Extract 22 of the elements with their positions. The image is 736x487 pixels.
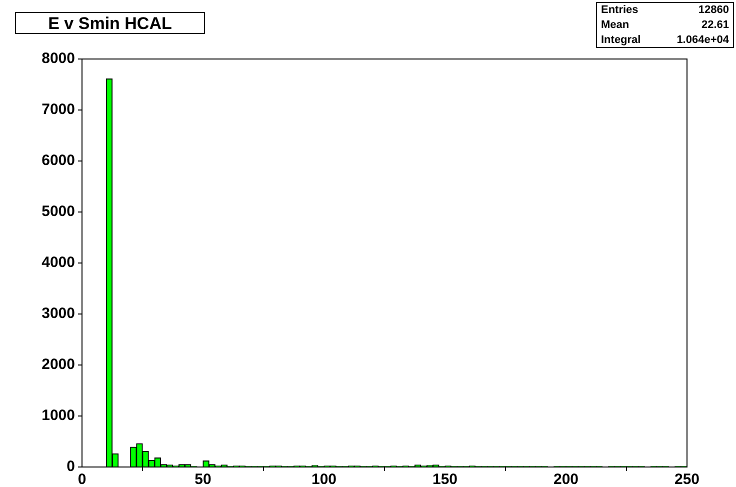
x-tick-label: 200 <box>553 471 579 487</box>
text: Entries <box>601 4 640 16</box>
y-tick-label: 3000 <box>42 305 75 322</box>
text: 12860 <box>697 4 729 16</box>
chart-title: E v Smin HCAL <box>15 12 205 34</box>
y-tick-label: 1000 <box>42 407 75 424</box>
x-tick-label: 250 <box>674 471 700 487</box>
text: 22.61 <box>700 19 729 31</box>
y-tick-label: 7000 <box>42 101 75 118</box>
x-tick-label: 150 <box>432 471 458 487</box>
x-tick-label: 100 <box>311 471 337 487</box>
text: 1.064e+04 <box>676 34 729 46</box>
x-tick-label: 50 <box>194 471 212 487</box>
y-tick-label: 4000 <box>42 254 75 272</box>
y-tick-label: 2000 <box>42 356 75 374</box>
y-tick-label: 6000 <box>42 152 75 170</box>
y-tick-label: 0 <box>66 458 75 476</box>
x-tick-label: 0 <box>78 471 86 487</box>
y-tick-label: 5000 <box>42 203 75 220</box>
y-tick-label: 8000 <box>42 50 75 68</box>
text: Integral <box>601 34 642 46</box>
text: Mean <box>601 19 630 31</box>
